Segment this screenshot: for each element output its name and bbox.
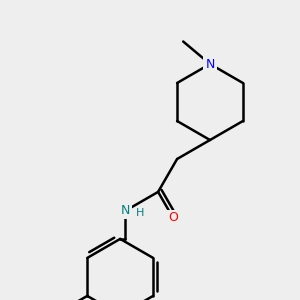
Text: N: N <box>121 204 130 218</box>
Text: N: N <box>205 58 215 70</box>
Text: O: O <box>168 212 178 224</box>
Text: H: H <box>136 208 145 218</box>
